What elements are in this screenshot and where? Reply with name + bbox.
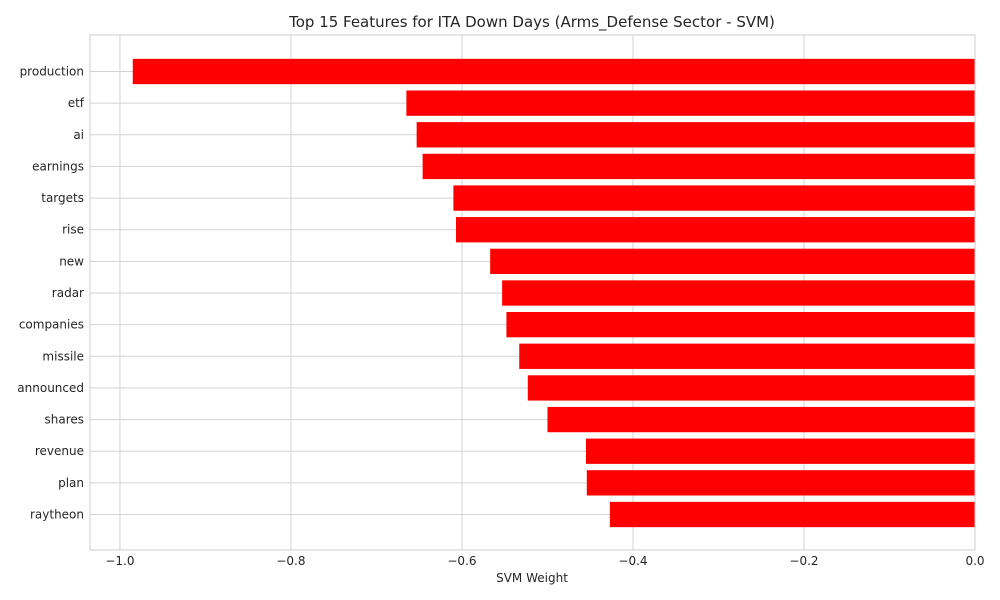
chart-title: Top 15 Features for ITA Down Days (Arms_… [288,13,775,32]
y-tick-label: announced [17,381,84,395]
x-axis-label: SVM Weight [496,571,568,585]
y-tick-label: production [20,65,84,79]
y-tick-label: earnings [32,159,84,173]
y-tick-labels: production etf ai earnings targets rise new rad… [17,65,84,522]
y-tick-label: ai [73,128,84,142]
bar-ai [416,122,975,148]
y-tick-label: revenue [35,444,84,458]
y-tick-label: targets [41,191,84,205]
bar-announced [527,375,975,401]
bar-revenue [585,438,975,464]
bar-earnings [422,153,976,180]
y-tick-label: etf [68,96,85,110]
bar-new [490,248,975,275]
y-tick-label: radar [52,286,84,300]
x-tick-label: −0.4 [618,554,647,568]
y-tick-label: rise [62,223,84,237]
bar-production [132,58,976,85]
bar-raytheon [609,501,975,528]
x-tick-label: −1.0 [105,554,134,568]
y-tick-label: raytheon [30,508,84,522]
bar-companies [506,311,975,338]
bar-missile [519,343,975,369]
y-tick-label: companies [19,318,84,332]
y-tick-label: missile [42,349,84,363]
y-tick-label: shares [44,413,84,427]
x-tick-label: 0.0 [965,554,984,568]
bar-plan [586,470,975,496]
plot-frame [89,34,976,551]
y-tick-label: plan [58,476,84,490]
x-tick-label: −0.8 [276,554,305,568]
x-tick-label: −0.2 [789,554,818,568]
bar-etf [406,90,975,116]
x-tick-label: −0.6 [447,554,476,568]
bars [132,58,976,528]
bar-targets [453,185,976,211]
x-tick-labels: −1.0 −0.8 −0.6 −0.4 −0.2 0.0 [105,554,984,568]
y-tick-label: new [59,254,84,268]
bar-radar [502,280,975,306]
bar-shares [547,406,975,433]
bar-rise [455,217,975,243]
